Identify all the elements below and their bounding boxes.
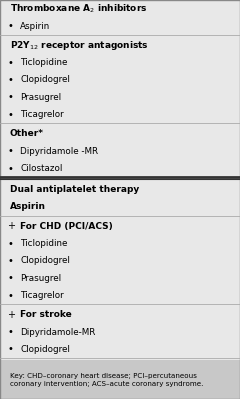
Text: Aspirin: Aspirin bbox=[20, 22, 51, 30]
Text: •: • bbox=[7, 273, 13, 283]
Text: Ticlopidine: Ticlopidine bbox=[20, 58, 68, 67]
Text: •: • bbox=[7, 344, 13, 354]
Text: •: • bbox=[7, 290, 13, 300]
Text: Key: CHD–coronary heart disease; PCI–percutaneous
coronary intervention; ACS–acu: Key: CHD–coronary heart disease; PCI–per… bbox=[10, 373, 203, 387]
Text: Prasugrel: Prasugrel bbox=[20, 93, 61, 102]
Text: +: + bbox=[7, 310, 15, 320]
Text: •: • bbox=[7, 21, 13, 31]
Text: •: • bbox=[7, 57, 13, 67]
Text: •: • bbox=[7, 164, 13, 174]
Text: Thromboxane A$_{2}$ inhibitors: Thromboxane A$_{2}$ inhibitors bbox=[10, 2, 147, 15]
Text: Aspirin: Aspirin bbox=[10, 202, 46, 211]
Text: Clopidogrel: Clopidogrel bbox=[20, 257, 70, 265]
Text: •: • bbox=[7, 327, 13, 337]
Text: •: • bbox=[7, 146, 13, 156]
Text: Ticagrelor: Ticagrelor bbox=[20, 291, 64, 300]
Text: •: • bbox=[7, 239, 13, 249]
Text: Prasugrel: Prasugrel bbox=[20, 274, 61, 283]
Text: +: + bbox=[7, 221, 15, 231]
Text: •: • bbox=[7, 75, 13, 85]
Text: Dual antiplatelet therapy: Dual antiplatelet therapy bbox=[10, 185, 139, 194]
Text: Cilostazol: Cilostazol bbox=[20, 164, 63, 173]
Text: Other*: Other* bbox=[10, 129, 44, 138]
Text: •: • bbox=[7, 110, 13, 120]
Text: Dipyridamole-MR: Dipyridamole-MR bbox=[20, 328, 96, 337]
Text: Dipyridamole -MR: Dipyridamole -MR bbox=[20, 147, 99, 156]
Text: P2Y$_{12}$ receptor antagonists: P2Y$_{12}$ receptor antagonists bbox=[10, 39, 149, 52]
Text: •: • bbox=[7, 256, 13, 266]
Text: For stroke: For stroke bbox=[20, 310, 72, 319]
Text: Ticlopidine: Ticlopidine bbox=[20, 239, 68, 248]
Text: •: • bbox=[7, 92, 13, 102]
Text: Ticagrelor: Ticagrelor bbox=[20, 110, 64, 119]
Text: Clopidogrel: Clopidogrel bbox=[20, 75, 70, 85]
Text: For CHD (PCI/ACS): For CHD (PCI/ACS) bbox=[20, 222, 113, 231]
FancyBboxPatch shape bbox=[0, 360, 240, 399]
Text: Clopidogrel: Clopidogrel bbox=[20, 345, 70, 354]
